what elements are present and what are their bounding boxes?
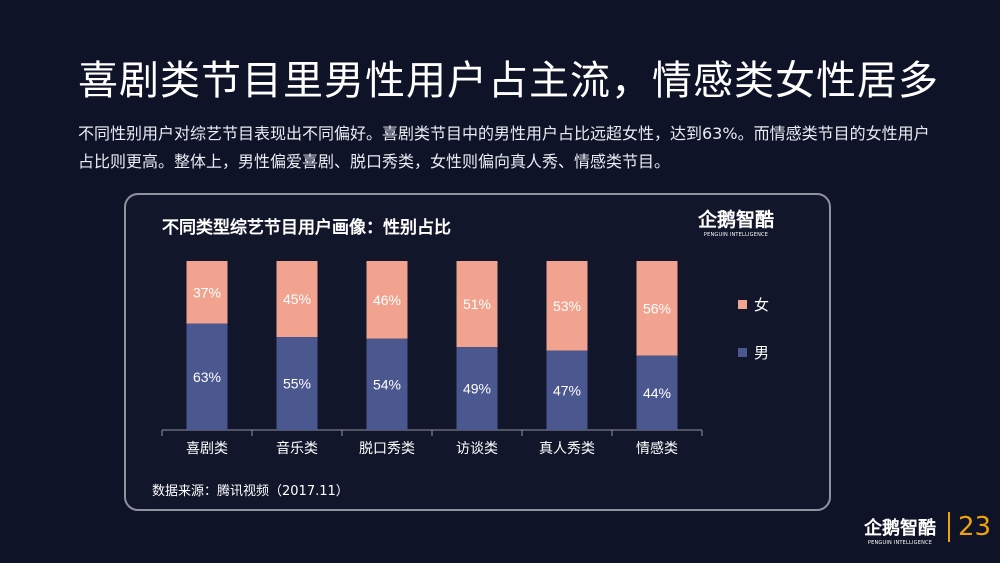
bar-female: [636, 261, 678, 356]
bar-male: [276, 337, 318, 430]
chart-brand-logo: 企鹅智酷 PENGUIN INTELLIGENCE: [695, 209, 777, 239]
bar-male: [546, 350, 588, 430]
page-description: 不同性别用户对综艺节目表现出不同偏好。喜剧类节目中的男性用户占比远超女性，达到6…: [78, 124, 930, 171]
bar-female: [366, 261, 408, 339]
bar-male: [636, 355, 678, 430]
bar-female: [276, 261, 318, 338]
page-title: 喜剧类节目里男性用户占主流，情感类女性居多: [78, 58, 939, 104]
category-label: 喜剧类: [186, 441, 228, 457]
source-note: 数据来源：腾讯视频（2017.11）: [152, 484, 349, 499]
legend-male-label: 男: [754, 344, 769, 362]
female-data-label: 53%: [553, 298, 581, 314]
category-label: 情感类: [636, 440, 678, 457]
male-data-label: 49%: [463, 381, 491, 397]
chart-marks: 37% 63% 喜剧类 45% 55% 音乐类 46% 54% 脱口秀类 51% 49% 访谈类 53%…: [161, 261, 769, 457]
stacked-bar-chart: 37% 63% 喜剧类 45% 55% 音乐类 46% 54% 脱口秀类 51% 49% 访谈类 53%…: [161, 261, 769, 457]
female-data-label: 56%: [643, 300, 671, 316]
bar-male: [366, 338, 408, 430]
category-label: 访谈类: [456, 441, 498, 457]
female-data-label: 45%: [283, 291, 311, 307]
bar-female: [456, 261, 498, 348]
category-label: 脱口秀类: [359, 441, 415, 457]
male-data-label: 44%: [643, 385, 671, 401]
brand-subtitle: PENGUIN INTELLIGENCE: [703, 232, 769, 238]
chart-card: 不同类型综艺节目用户画像：性别占比 企鹅智酷 PENGUIN INTELLIGE…: [124, 193, 831, 511]
female-data-label: 51%: [463, 296, 491, 312]
female-data-label: 37%: [193, 284, 221, 300]
bar-female: [186, 261, 228, 324]
bar-female: [546, 261, 588, 351]
category-label: 音乐类: [276, 440, 318, 457]
legend-female-label: 女: [754, 296, 769, 314]
brand-name: 企鹅智酷: [697, 209, 774, 231]
legend-male-swatch: [738, 348, 747, 357]
male-data-label: 55%: [283, 376, 311, 392]
male-data-label: 63%: [193, 369, 221, 385]
category-label: 真人秀类: [539, 441, 595, 457]
chart-title: 不同类型综艺节目用户画像：性别占比: [162, 218, 451, 238]
page-number: 23: [958, 512, 992, 542]
legend-female-swatch: [738, 300, 747, 309]
page-number-divider: [948, 512, 950, 542]
male-data-label: 54%: [373, 376, 401, 392]
footer-brand-name: 企鹅智酷: [864, 518, 936, 539]
footer-brand-subtitle: PENGUIN INTELLIGENCE: [867, 540, 933, 546]
bar-male: [456, 347, 498, 430]
female-data-label: 46%: [373, 292, 401, 308]
footer-brand-logo: 企鹅智酷 PENGUIN INTELLIGENCE: [862, 518, 938, 547]
bar-male: [186, 323, 228, 430]
male-data-label: 47%: [553, 382, 581, 398]
